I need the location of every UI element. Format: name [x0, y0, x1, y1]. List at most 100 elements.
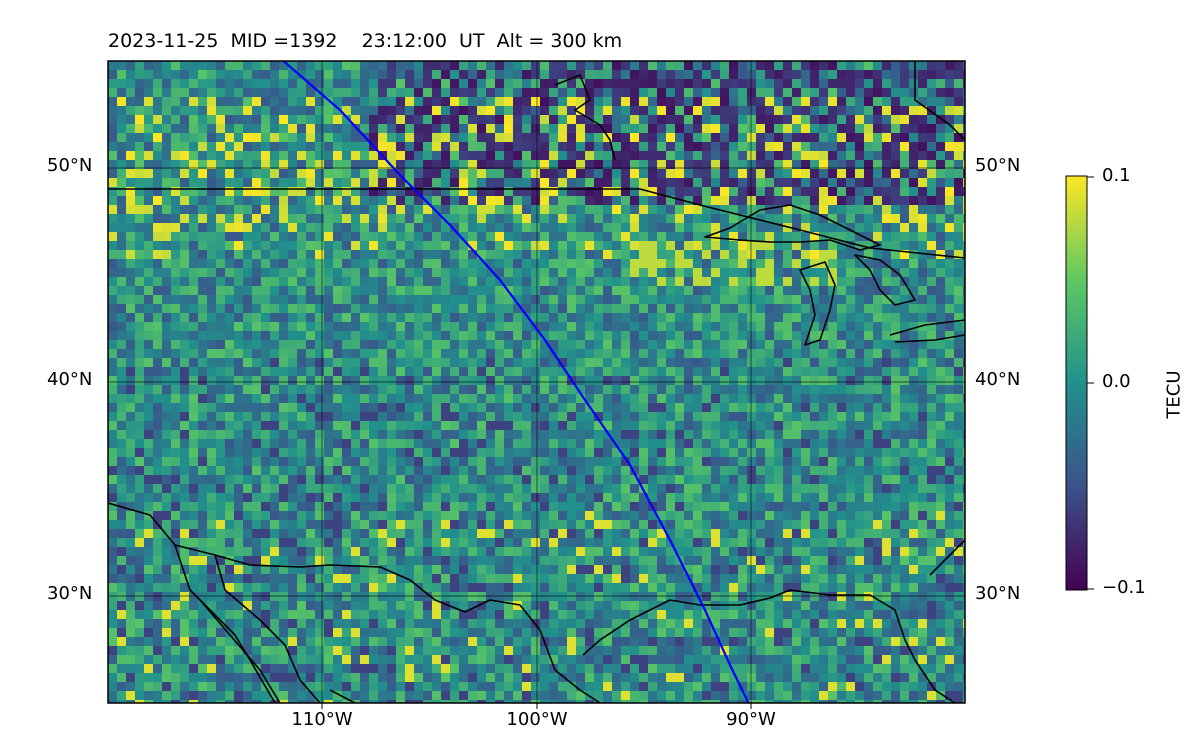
tec-cell [702, 412, 711, 421]
tec-cell [846, 493, 855, 502]
tec-cell [594, 169, 603, 178]
tec-cell [288, 160, 297, 169]
tec-cell [747, 367, 756, 376]
tec-cell [126, 205, 135, 214]
tec-cell [927, 196, 936, 205]
tec-cell [504, 97, 513, 106]
tec-cell [216, 88, 225, 97]
tec-cell [360, 250, 369, 259]
tec-cell [342, 304, 351, 313]
tec-cell [432, 313, 441, 322]
tec-cell [774, 106, 783, 115]
tec-cell [765, 331, 774, 340]
tec-cell [513, 79, 522, 88]
tec-cell [729, 304, 738, 313]
tec-cell [585, 349, 594, 358]
tec-cell [963, 286, 965, 295]
tec-cell [864, 97, 873, 106]
tec-cell [405, 511, 414, 520]
tec-cell [819, 502, 828, 511]
tec-cell [864, 169, 873, 178]
tec-cell [486, 196, 495, 205]
tec-cell [108, 187, 117, 196]
tec-cell [702, 322, 711, 331]
tec-cell [945, 178, 954, 187]
tec-cell [882, 412, 891, 421]
tec-cell [297, 160, 306, 169]
tec-cell [414, 412, 423, 421]
tec-cell [882, 511, 891, 520]
tec-cell [459, 493, 468, 502]
tec-cell [108, 97, 117, 106]
tec-cell [837, 322, 846, 331]
tec-cell [180, 448, 189, 457]
tec-cell [180, 196, 189, 205]
tec-cell [765, 385, 774, 394]
tec-cell [720, 448, 729, 457]
tec-cell [513, 313, 522, 322]
tec-cell [945, 259, 954, 268]
tec-cell [558, 277, 567, 286]
tec-cell [288, 61, 297, 70]
tec-cell [774, 259, 783, 268]
tec-cell [630, 385, 639, 394]
tec-cell [117, 376, 126, 385]
tec-cell [846, 250, 855, 259]
tec-cell [360, 412, 369, 421]
tec-cell [819, 268, 828, 277]
tec-cell [720, 124, 729, 133]
tec-cell [630, 322, 639, 331]
tec-cell [720, 304, 729, 313]
tec-cell [495, 313, 504, 322]
tec-cell [828, 232, 837, 241]
tec-cell [126, 367, 135, 376]
tec-cell [801, 79, 810, 88]
tec-cell [423, 412, 432, 421]
tec-cell [684, 115, 693, 124]
tec-cell [882, 322, 891, 331]
tec-cell [387, 430, 396, 439]
tec-cell [396, 61, 405, 70]
tec-cell [315, 187, 324, 196]
tec-cell [603, 259, 612, 268]
tec-cell [927, 304, 936, 313]
tec-cell [171, 493, 180, 502]
tec-cell [180, 376, 189, 385]
tec-cell [207, 340, 216, 349]
tec-cell [243, 502, 252, 511]
tec-cell [243, 493, 252, 502]
tec-cell [630, 484, 639, 493]
tec-cell [135, 295, 144, 304]
tec-cell [846, 448, 855, 457]
tec-cell [405, 97, 414, 106]
tec-cell [459, 61, 468, 70]
tec-cell [828, 142, 837, 151]
tec-cell [729, 169, 738, 178]
tec-cell [234, 277, 243, 286]
tec-cell [648, 376, 657, 385]
tec-cell [612, 250, 621, 259]
tec-cell [378, 340, 387, 349]
tec-cell [405, 502, 414, 511]
tec-cell [207, 223, 216, 232]
tec-cell [270, 367, 279, 376]
tec-cell [567, 322, 576, 331]
tec-cell [873, 475, 882, 484]
tec-cell [387, 250, 396, 259]
tec-cell [693, 421, 702, 430]
tec-cell [288, 124, 297, 133]
tec-cell [567, 304, 576, 313]
tec-cell [270, 340, 279, 349]
tec-cell [936, 412, 945, 421]
tec-cell [414, 493, 423, 502]
tec-cell [792, 367, 801, 376]
tec-cell [576, 124, 585, 133]
tec-cell [729, 232, 738, 241]
tec-cell [369, 241, 378, 250]
tec-cell [765, 475, 774, 484]
tec-cell [387, 340, 396, 349]
tec-cell [684, 259, 693, 268]
tec-cell [594, 511, 603, 520]
tec-cell [954, 61, 963, 70]
tec-cell [378, 205, 387, 214]
